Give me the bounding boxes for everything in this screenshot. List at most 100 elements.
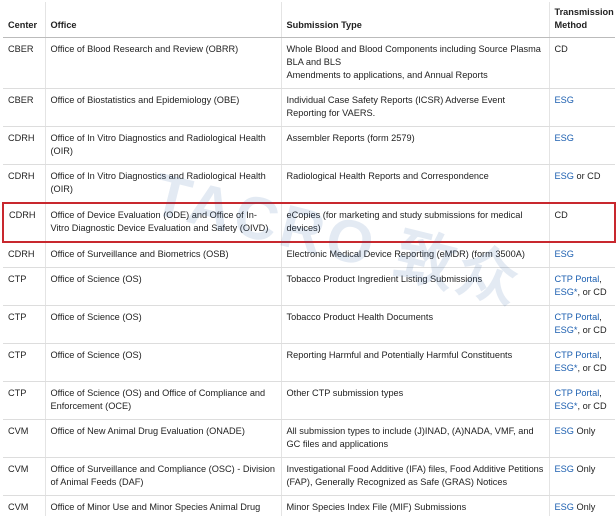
transmission-cell: ESG Only xyxy=(548,495,615,516)
submission-cell: eCopies (for marketing and study submiss… xyxy=(280,202,549,243)
center-cell: CTP xyxy=(3,381,45,420)
method-link[interactable]: ESG* xyxy=(554,287,578,297)
method-text: Only xyxy=(573,464,596,474)
submission-line: Radiological Health Reports and Correspo… xyxy=(286,171,489,181)
submission-line: Individual Case Safety Reports (ICSR) Ad… xyxy=(286,95,506,118)
submission-cell: Tobacco Product Ingredient Listing Submi… xyxy=(280,267,549,306)
column-header: Submission Type xyxy=(280,2,549,38)
center-cell: CDRH xyxy=(3,242,45,268)
method-text: CD xyxy=(554,44,568,54)
table-body: CBER Office of Blood Research and Review … xyxy=(2,37,616,516)
submission-line: Tobacco Product Health Documents xyxy=(286,312,434,322)
office-cell: Office of In Vitro Diagnostics and Radio… xyxy=(44,164,281,204)
submission-line: Minor Species Index File (MIF) Submissio… xyxy=(286,502,467,512)
method-link[interactable]: CTP Portal xyxy=(554,388,600,398)
center-cell: CVM xyxy=(3,419,45,458)
office-cell: Office of In Vitro Diagnostics and Radio… xyxy=(44,126,281,165)
method-link[interactable]: ESG xyxy=(554,502,574,512)
transmission-cell: ESG xyxy=(548,88,615,127)
office-cell: Office of Science (OS) xyxy=(44,305,281,344)
transmission-cell: ESG Only xyxy=(548,419,615,458)
method-link[interactable]: ESG xyxy=(554,95,574,105)
table-row: CBER Office of Blood Research and Review … xyxy=(3,37,615,89)
table-row: CDRH Office of In Vitro Diagnostics and R… xyxy=(3,164,615,204)
header-row: Center Office Submission Type Transmission … xyxy=(3,2,615,38)
method-link[interactable]: ESG xyxy=(554,133,574,143)
transmission-cell: CTP Portal, ESG*, or CD xyxy=(548,305,615,344)
submission-line: Whole Blood and Blood Components includi… xyxy=(286,44,541,67)
table-row: CDRH Office of Device Evaluation (ODE) an… xyxy=(2,202,616,243)
submission-cell: Whole Blood and Blood Components includi… xyxy=(280,37,549,89)
office-cell: Office of Science (OS) and Office of Com… xyxy=(44,381,281,420)
method-link[interactable]: CTP Portal xyxy=(554,312,600,322)
transmission-cell: ESG xyxy=(548,126,615,165)
table-row: CVM Office of New Animal Drug Evaluation … xyxy=(3,419,615,458)
table-row: CDRH Office of Surveillance and Biometric… xyxy=(3,242,615,268)
method-link[interactable]: ESG* xyxy=(554,363,578,373)
table-row: CBER Office of Biostatistics and Epidemio… xyxy=(3,88,615,127)
method-link[interactable]: ESG xyxy=(554,249,574,259)
method-text: or CD xyxy=(573,171,601,181)
table-row: CTP Office of Science (OS) Reporting Harmf… xyxy=(3,343,615,382)
transmission-cell: ESG or CD xyxy=(548,164,615,204)
table-row: CVM Office of Surveillance and Compliance… xyxy=(3,457,615,496)
submission-cell: Assembler Reports (form 2579) xyxy=(280,126,549,165)
table-row: CTP Office of Science (OS) Tobacco Product… xyxy=(3,305,615,344)
submission-line: Other CTP submission types xyxy=(286,388,404,398)
office-cell: Office of Blood Research and Review (OBR… xyxy=(44,37,281,89)
submission-cell: Radiological Health Reports and Correspo… xyxy=(280,164,549,204)
method-link[interactable]: CTP Portal xyxy=(554,274,600,284)
method-link[interactable]: ESG* xyxy=(554,325,578,335)
office-cell: Office of Science (OS) xyxy=(44,343,281,382)
center-cell: CDRH xyxy=(3,164,45,204)
office-cell: Office of New Animal Drug Evaluation (ON… xyxy=(44,419,281,458)
submission-line: All submission types to include (J)INAD,… xyxy=(286,426,534,449)
submission-cell: All submission types to include (J)INAD,… xyxy=(280,419,549,458)
method-text: , or CD xyxy=(577,325,607,335)
submission-line: Reporting Harmful and Potentially Harmfu… xyxy=(286,350,513,360)
method-link[interactable]: ESG xyxy=(554,171,574,181)
method-text: , xyxy=(599,312,602,322)
method-link[interactable]: ESG xyxy=(554,464,574,474)
transmission-cell: CD xyxy=(548,202,616,243)
method-text: Only xyxy=(573,502,596,512)
table-row: CVM Office of Minor Use and Minor Species… xyxy=(3,495,615,516)
center-cell: CVM xyxy=(3,495,45,516)
transmission-cell: ESG Only xyxy=(548,457,615,496)
submission-cell: Minor Species Index File (MIF) Submissio… xyxy=(280,495,549,516)
submission-cell: Other CTP submission types xyxy=(280,381,549,420)
submission-line: eCopies (for marketing and study submiss… xyxy=(286,210,523,233)
method-link[interactable]: CTP Portal xyxy=(554,350,600,360)
method-text: , or CD xyxy=(577,401,607,411)
method-link[interactable]: ESG xyxy=(554,426,574,436)
submission-line: Assembler Reports (form 2579) xyxy=(286,133,415,143)
column-header: Transmission Method xyxy=(548,2,615,38)
office-cell: Office of Science (OS) xyxy=(44,267,281,306)
transmission-cell: ESG xyxy=(548,242,615,268)
submission-cell: Electronic Medical Device Reporting (eMD… xyxy=(280,242,549,268)
method-text: Only xyxy=(573,426,596,436)
method-text: , xyxy=(599,274,602,284)
submission-line: Electronic Medical Device Reporting (eMD… xyxy=(286,249,525,259)
submission-line: Amendments to applications, and Annual R… xyxy=(286,70,488,80)
office-cell: Office of Surveillance and Compliance (O… xyxy=(44,457,281,496)
office-cell: Office of Biostatistics and Epidemiology… xyxy=(44,88,281,127)
office-cell: Office of Device Evaluation (ODE) and Of… xyxy=(44,202,281,243)
center-cell: CTP xyxy=(3,267,45,306)
center-cell: CTP xyxy=(3,305,45,344)
method-link[interactable]: ESG* xyxy=(554,401,578,411)
table-row: CTP Office of Science (OS) Tobacco Product… xyxy=(3,267,615,306)
method-text: , or CD xyxy=(577,363,607,373)
method-text: CD xyxy=(554,210,568,220)
column-header: Office xyxy=(44,2,281,38)
submission-cell: Reporting Harmful and Potentially Harmfu… xyxy=(280,343,549,382)
center-cell: CTP xyxy=(3,343,45,382)
center-cell: CBER xyxy=(3,88,45,127)
method-text: , xyxy=(599,350,602,360)
column-header: Center xyxy=(3,2,45,38)
method-text: , or CD xyxy=(577,287,607,297)
office-cell: Office of Minor Use and Minor Species An… xyxy=(44,495,281,516)
transmission-cell: CTP Portal, ESG*, or CD xyxy=(548,381,615,420)
